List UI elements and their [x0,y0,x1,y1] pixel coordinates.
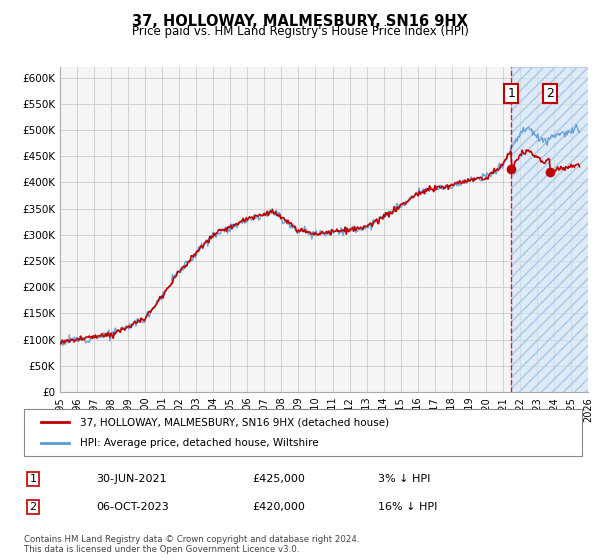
Text: £420,000: £420,000 [252,502,305,512]
Text: 1: 1 [29,474,37,484]
Text: 30-JUN-2021: 30-JUN-2021 [96,474,167,484]
FancyBboxPatch shape [24,409,582,456]
Text: £425,000: £425,000 [252,474,305,484]
Text: Price paid vs. HM Land Registry's House Price Index (HPI): Price paid vs. HM Land Registry's House … [131,25,469,38]
Text: 06-OCT-2023: 06-OCT-2023 [96,502,169,512]
Text: 2: 2 [29,502,37,512]
Text: 1: 1 [508,87,515,100]
Text: Contains HM Land Registry data © Crown copyright and database right 2024.
This d: Contains HM Land Registry data © Crown c… [24,535,359,554]
Text: HPI: Average price, detached house, Wiltshire: HPI: Average price, detached house, Wilt… [80,438,319,448]
Text: 37, HOLLOWAY, MALMESBURY, SN16 9HX (detached house): 37, HOLLOWAY, MALMESBURY, SN16 9HX (deta… [80,417,389,427]
Bar [511,67,588,392]
Text: 3% ↓ HPI: 3% ↓ HPI [378,474,430,484]
Text: 16% ↓ HPI: 16% ↓ HPI [378,502,437,512]
Text: 2: 2 [546,87,554,100]
Bar [511,67,588,392]
Text: 37, HOLLOWAY, MALMESBURY, SN16 9HX: 37, HOLLOWAY, MALMESBURY, SN16 9HX [132,14,468,29]
